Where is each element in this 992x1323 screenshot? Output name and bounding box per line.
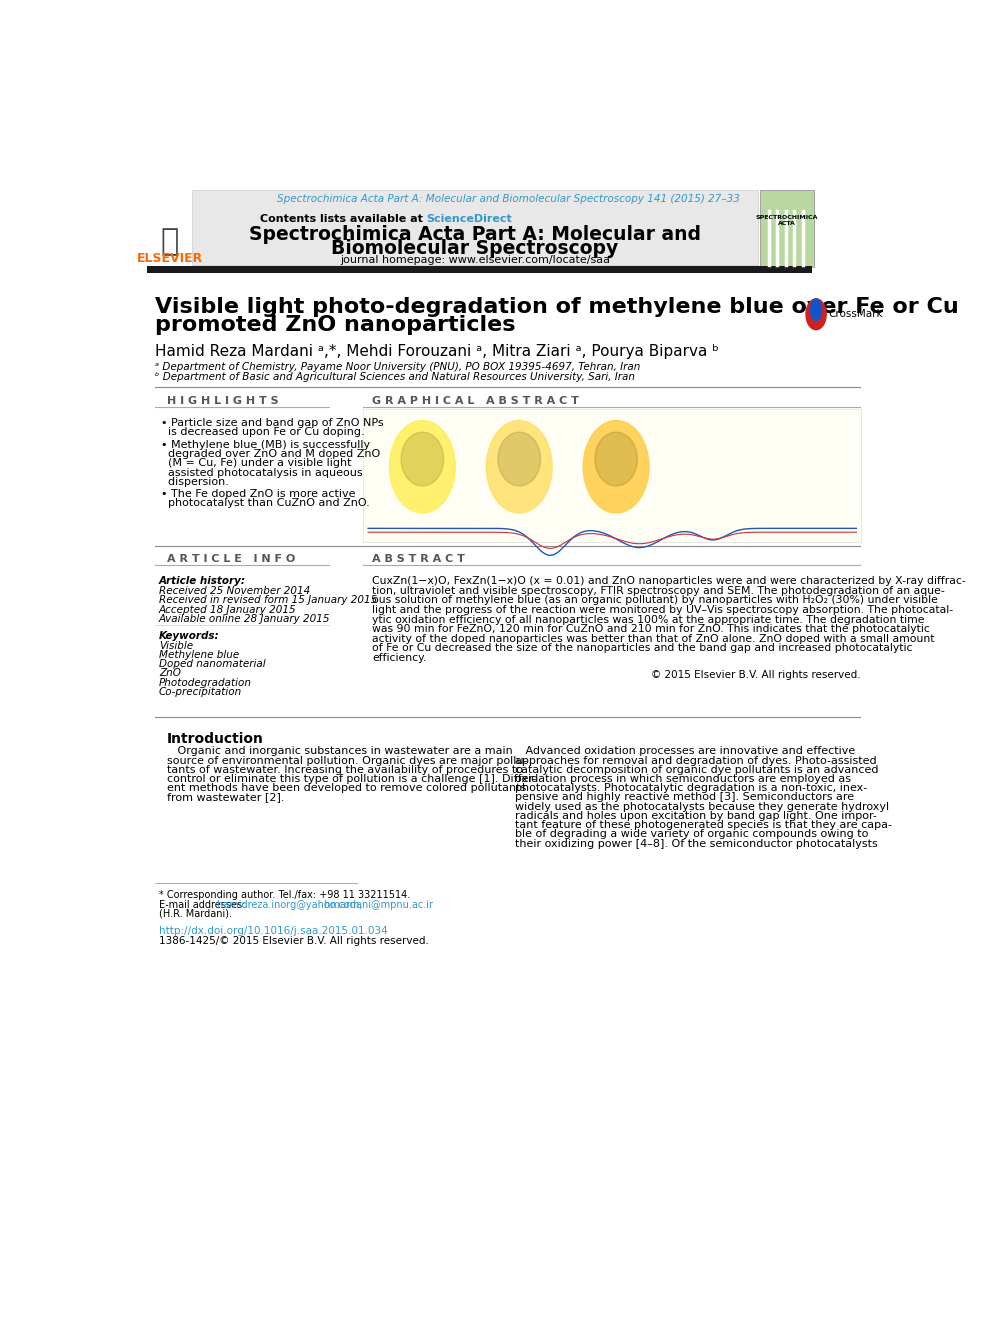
Text: A R T I C L E   I N F O: A R T I C L E I N F O	[167, 554, 295, 564]
Text: hamidreza.inorg@yahoo.com,: hamidreza.inorg@yahoo.com,	[217, 900, 365, 909]
Text: source of environmental pollution. Organic dyes are major pollu-: source of environmental pollution. Organ…	[167, 755, 527, 766]
Ellipse shape	[390, 421, 455, 513]
Text: 🌿: 🌿	[161, 228, 179, 257]
Text: of Fe or Cu decreased the size of the nanoparticles and the band gap and increas: of Fe or Cu decreased the size of the na…	[372, 643, 913, 654]
Text: ScienceDirect: ScienceDirect	[427, 214, 512, 224]
Text: Visible light photo-degradation of methylene blue over Fe or Cu: Visible light photo-degradation of methy…	[155, 296, 958, 316]
Text: photocatalysts. Photocatalytic degradation is a non-toxic, inex-: photocatalysts. Photocatalytic degradati…	[516, 783, 868, 794]
Text: • Particle size and band gap of ZnO NPs: • Particle size and band gap of ZnO NPs	[161, 418, 384, 429]
Text: • Methylene blue (MB) is successfully: • Methylene blue (MB) is successfully	[161, 439, 370, 450]
Text: from wastewater [2].: from wastewater [2].	[167, 792, 284, 803]
Text: Hamid Reza Mardani ᵃ,*, Mehdi Forouzani ᵃ, Mitra Ziari ᵃ, Pourya Biparva ᵇ: Hamid Reza Mardani ᵃ,*, Mehdi Forouzani …	[155, 344, 719, 359]
Text: their oxidizing power [4–8]. Of the semiconductor photocatalysts: their oxidizing power [4–8]. Of the semi…	[516, 839, 878, 848]
Text: Received 25 November 2014: Received 25 November 2014	[159, 586, 310, 597]
Text: ous solution of methylene blue (as an organic pollutant) by nanoparticles with H: ous solution of methylene blue (as an or…	[372, 595, 937, 606]
Text: CrossMark: CrossMark	[828, 310, 883, 319]
Text: (M = Cu, Fe) under a visible light: (M = Cu, Fe) under a visible light	[161, 458, 352, 468]
Ellipse shape	[595, 433, 638, 486]
Text: dispersion.: dispersion.	[161, 476, 229, 487]
Text: assisted photocatalysis in aqueous: assisted photocatalysis in aqueous	[161, 467, 363, 478]
Text: Contents lists available at: Contents lists available at	[260, 214, 427, 224]
Text: Received in revised form 15 January 2015: Received in revised form 15 January 2015	[159, 595, 377, 606]
Text: pensive and highly reactive method [3]. Semiconductors are: pensive and highly reactive method [3]. …	[516, 792, 854, 803]
Text: E-mail addresses:: E-mail addresses:	[159, 900, 252, 909]
Text: hmardani@mpnu.ac.ir: hmardani@mpnu.ac.ir	[317, 900, 433, 909]
Text: approaches for removal and degradation of dyes. Photo-assisted: approaches for removal and degradation o…	[516, 755, 877, 766]
Text: ytic oxidation efficiency of all nanoparticles was 100% at the appropriate time.: ytic oxidation efficiency of all nanopar…	[372, 615, 925, 624]
Text: Advanced oxidation processes are innovative and effective: Advanced oxidation processes are innovat…	[516, 746, 856, 757]
Text: © 2015 Elsevier B.V. All rights reserved.: © 2015 Elsevier B.V. All rights reserved…	[651, 671, 860, 680]
Text: • The Fe doped ZnO is more active: • The Fe doped ZnO is more active	[161, 490, 356, 499]
Text: activity of the doped nanoparticles was better than that of ZnO alone. ZnO doped: activity of the doped nanoparticles was …	[372, 634, 934, 644]
Text: degraded over ZnO and M doped ZnO: degraded over ZnO and M doped ZnO	[161, 448, 381, 459]
Text: was 90 min for FeZnO, 120 min for CuZnO and 210 min for ZnO. This indicates that: was 90 min for FeZnO, 120 min for CuZnO …	[372, 624, 930, 634]
Text: tants of wastewater. Increasing the availability of procedures to: tants of wastewater. Increasing the avai…	[167, 765, 523, 775]
Text: G R A P H I C A L   A B S T R A C T: G R A P H I C A L A B S T R A C T	[372, 397, 579, 406]
Text: Introduction: Introduction	[167, 733, 264, 746]
Text: promoted ZnO nanoparticles: promoted ZnO nanoparticles	[155, 315, 516, 335]
Text: tant feature of these photogenerated species is that they are capa-: tant feature of these photogenerated spe…	[516, 820, 893, 831]
Text: Methylene blue: Methylene blue	[159, 650, 239, 660]
Text: Spectrochimica Acta Part A: Molecular and Biomolecular Spectroscopy 141 (2015) 2: Spectrochimica Acta Part A: Molecular an…	[277, 193, 740, 204]
FancyBboxPatch shape	[760, 189, 813, 266]
Text: radicals and holes upon excitation by band gap light. One impor-: radicals and holes upon excitation by ba…	[516, 811, 877, 822]
Text: tion, ultraviolet and visible spectroscopy, FTIR spectroscopy and SEM. The photo: tion, ultraviolet and visible spectrosco…	[372, 586, 944, 595]
Text: Organic and inorganic substances in wastewater are a main: Organic and inorganic substances in wast…	[167, 746, 513, 757]
Text: oxidation process in which semiconductors are employed as: oxidation process in which semiconductor…	[516, 774, 851, 785]
Text: catalytic decomposition of organic dye pollutants is an advanced: catalytic decomposition of organic dye p…	[516, 765, 879, 775]
Text: CuxZn(1−x)O, FexZn(1−x)O (x = 0.01) and ZnO nanoparticles were and were characte: CuxZn(1−x)O, FexZn(1−x)O (x = 0.01) and …	[372, 576, 966, 586]
Text: widely used as the photocatalysts because they generate hydroxyl: widely used as the photocatalysts becaus…	[516, 802, 890, 812]
Text: Doped nanomaterial: Doped nanomaterial	[159, 659, 266, 669]
Text: A B S T R A C T: A B S T R A C T	[372, 554, 465, 564]
Text: Keywords:: Keywords:	[159, 631, 219, 640]
Text: ELSEVIER: ELSEVIER	[137, 253, 202, 266]
Text: ᵇ Department of Basic and Agricultural Sciences and Natural Resources University: ᵇ Department of Basic and Agricultural S…	[155, 372, 635, 381]
FancyBboxPatch shape	[147, 189, 191, 266]
Text: is decreased upon Fe or Cu doping.: is decreased upon Fe or Cu doping.	[161, 427, 365, 438]
Text: ᵃ Department of Chemistry, Payame Noor University (PNU), PO BOX 19395-4697, Tehr: ᵃ Department of Chemistry, Payame Noor U…	[155, 361, 641, 372]
Text: http://dx.doi.org/10.1016/j.saa.2015.01.034: http://dx.doi.org/10.1016/j.saa.2015.01.…	[159, 926, 388, 935]
Text: (H.R. Mardani).: (H.R. Mardani).	[159, 909, 232, 918]
Ellipse shape	[810, 299, 821, 320]
Text: H I G H L I G H T S: H I G H L I G H T S	[167, 397, 278, 406]
Text: Biomolecular Spectroscopy: Biomolecular Spectroscopy	[331, 238, 619, 258]
Text: efficiency.: efficiency.	[372, 654, 427, 663]
Text: control or eliminate this type of pollution is a challenge [1]. Differ-: control or eliminate this type of pollut…	[167, 774, 536, 785]
Text: Visible: Visible	[159, 640, 193, 651]
Text: SPECTROCHIMICA
ACTA: SPECTROCHIMICA ACTA	[755, 214, 817, 226]
Text: * Corresponding author. Tel./fax: +98 11 33211514.: * Corresponding author. Tel./fax: +98 11…	[159, 890, 410, 900]
Ellipse shape	[486, 421, 553, 513]
FancyBboxPatch shape	[363, 409, 861, 542]
Text: Accepted 18 January 2015: Accepted 18 January 2015	[159, 605, 297, 615]
Text: Article history:: Article history:	[159, 576, 246, 586]
Ellipse shape	[401, 433, 443, 486]
Text: journal homepage: www.elsevier.com/locate/saa: journal homepage: www.elsevier.com/locat…	[340, 254, 610, 265]
Text: ent methods have been developed to remove colored pollutants: ent methods have been developed to remov…	[167, 783, 526, 794]
Text: ZnO: ZnO	[159, 668, 181, 679]
FancyBboxPatch shape	[192, 189, 758, 265]
Ellipse shape	[806, 299, 826, 329]
FancyBboxPatch shape	[147, 266, 812, 273]
Text: 1386-1425/© 2015 Elsevier B.V. All rights reserved.: 1386-1425/© 2015 Elsevier B.V. All right…	[159, 935, 429, 946]
Text: Photodegradation: Photodegradation	[159, 677, 252, 688]
Text: Available online 28 January 2015: Available online 28 January 2015	[159, 614, 330, 624]
Text: Spectrochimica Acta Part A: Molecular and: Spectrochimica Acta Part A: Molecular an…	[249, 225, 701, 243]
Text: light and the progress of the reaction were monitored by UV–Vis spectroscopy abs: light and the progress of the reaction w…	[372, 605, 953, 615]
Text: photocatalyst than CuZnO and ZnO.: photocatalyst than CuZnO and ZnO.	[161, 499, 370, 508]
Ellipse shape	[498, 433, 541, 486]
Text: ble of degrading a wide variety of organic compounds owing to: ble of degrading a wide variety of organ…	[516, 830, 869, 839]
Ellipse shape	[583, 421, 649, 513]
Text: Co-precipitation: Co-precipitation	[159, 687, 242, 697]
